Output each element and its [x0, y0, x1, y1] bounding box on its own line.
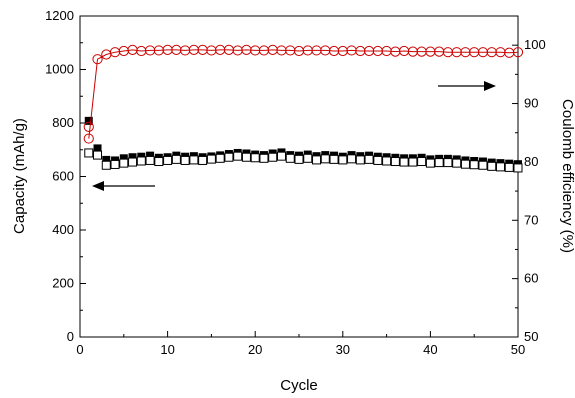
data-point	[83, 121, 94, 132]
data-point	[417, 157, 427, 167]
data-point	[312, 155, 322, 165]
data-point	[320, 154, 330, 164]
data-point	[285, 153, 295, 163]
data-point	[136, 156, 146, 166]
y-tick-label: 600	[52, 169, 74, 184]
y2-tick-label: 70	[524, 212, 538, 227]
data-point	[495, 162, 505, 172]
x-tick-label: 30	[336, 342, 350, 357]
series-line	[88, 49, 519, 139]
y-tick-label: 1200	[45, 8, 74, 23]
data-point	[382, 156, 392, 166]
data-point	[276, 151, 286, 161]
data-point	[110, 159, 120, 169]
data-point	[329, 154, 339, 164]
data-point	[145, 155, 155, 165]
data-point	[408, 157, 418, 167]
y-axis-ticks: 0 200 400 600 800 1000 1200	[45, 8, 86, 344]
y2-tick-label: 80	[524, 154, 538, 169]
data-point	[93, 150, 103, 160]
data-point	[399, 157, 409, 167]
data-point	[92, 54, 103, 65]
data-point	[443, 158, 453, 168]
data-point	[250, 153, 260, 163]
series-layer	[83, 44, 524, 173]
data-point	[259, 153, 269, 163]
data-point	[512, 47, 524, 58]
data-point	[478, 160, 488, 170]
data-point	[102, 155, 111, 164]
data-point	[146, 151, 155, 160]
data-point	[206, 154, 216, 164]
y-axis-title: Capacity (mAh/g)	[11, 118, 28, 234]
annotation-arrows	[92, 81, 496, 191]
series-1	[84, 148, 523, 173]
x-tick-label: 10	[160, 342, 174, 357]
plot-frame	[79, 15, 519, 338]
y-tick-label: 800	[52, 115, 74, 130]
data-point	[84, 148, 94, 158]
y2-axis-ticks: 50 60 70 80 90 100	[512, 15, 546, 344]
data-point	[347, 154, 357, 164]
data-point	[294, 154, 304, 164]
data-point	[504, 162, 514, 172]
data-point	[119, 158, 129, 168]
data-point	[513, 163, 523, 173]
data-point	[154, 157, 164, 167]
data-point	[434, 158, 444, 168]
data-point	[83, 133, 94, 144]
data-point	[128, 157, 138, 167]
y-tick-label: 200	[52, 276, 74, 291]
y2-axis-title: Coulomb efficiency (%)	[559, 99, 575, 253]
data-point	[198, 155, 208, 165]
data-point	[233, 151, 243, 161]
x-tick-label: 40	[423, 342, 437, 357]
x-tick-label: 20	[248, 342, 262, 357]
series-2	[83, 44, 524, 144]
data-point	[303, 153, 313, 163]
data-point	[487, 161, 497, 171]
data-point	[224, 152, 234, 162]
y2-tick-label: 60	[524, 271, 538, 286]
data-point	[373, 155, 383, 165]
data-point	[338, 155, 348, 165]
data-point	[355, 155, 365, 165]
data-point	[452, 158, 462, 168]
data-point	[215, 153, 225, 163]
data-point	[93, 144, 102, 153]
y2-tick-label: 50	[524, 329, 538, 344]
x-tick-label: 50	[511, 342, 525, 357]
data-point	[180, 155, 190, 165]
y-tick-label: 0	[67, 329, 74, 344]
right-arrow-head	[484, 81, 496, 91]
series-3	[83, 121, 94, 132]
data-point	[101, 160, 111, 170]
y2-tick-label: 90	[524, 96, 538, 111]
data-point	[390, 157, 400, 167]
data-point	[163, 155, 173, 165]
data-point	[425, 158, 435, 168]
data-point	[364, 154, 374, 164]
left-arrow-head	[92, 181, 104, 191]
y-tick-label: 1000	[45, 62, 74, 77]
data-point	[189, 155, 199, 165]
x-axis-title: Cycle	[280, 377, 318, 394]
y-tick-label: 400	[52, 222, 74, 237]
data-point	[460, 159, 470, 169]
data-point	[241, 152, 251, 162]
data-point	[119, 154, 128, 163]
x-axis-ticks: 0 10 20 30 40 50	[76, 331, 525, 357]
data-point	[128, 153, 137, 162]
x-tick-label: 0	[76, 342, 83, 357]
data-point	[268, 152, 278, 162]
y2-tick-label: 100	[524, 37, 546, 52]
data-point	[84, 116, 93, 125]
data-point	[469, 160, 479, 170]
data-point	[171, 154, 181, 164]
